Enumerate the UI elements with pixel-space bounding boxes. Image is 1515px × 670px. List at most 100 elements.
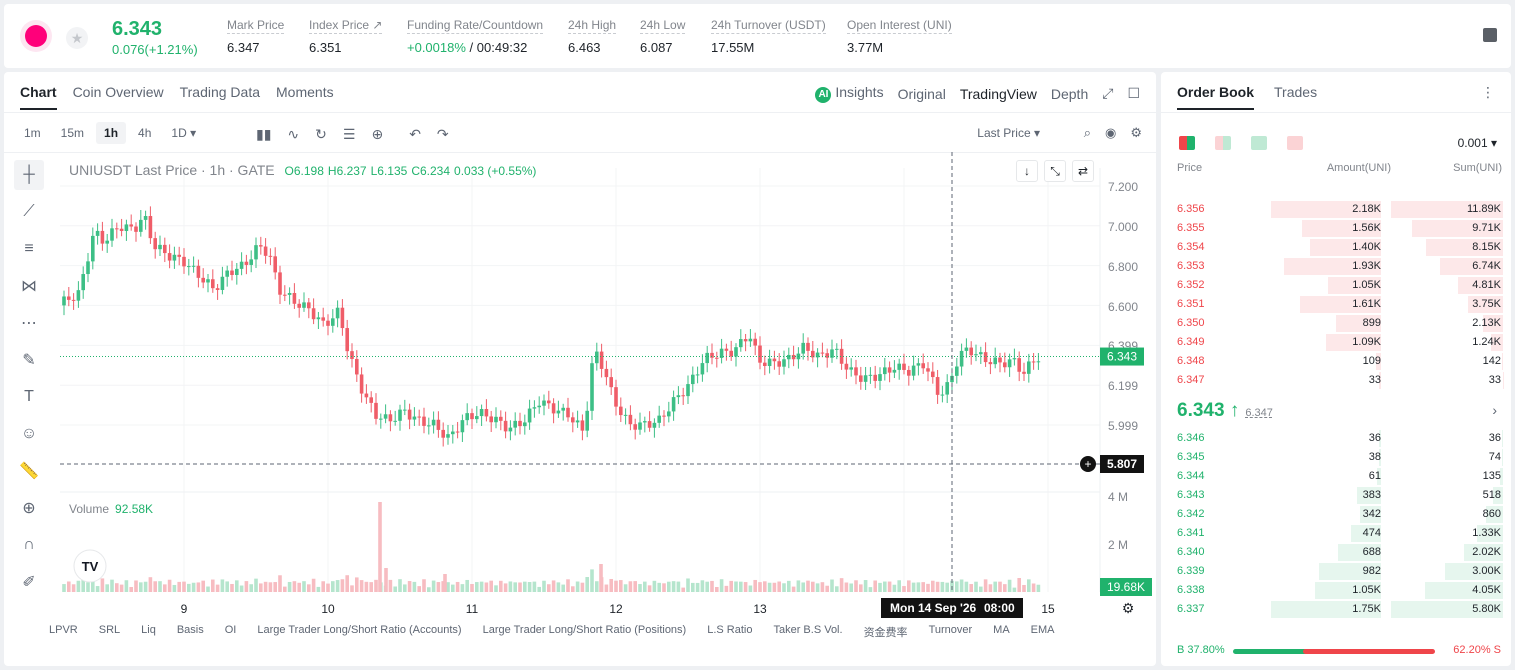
tf-1d[interactable]: 1D ▾ bbox=[171, 126, 197, 140]
ask-row[interactable]: 6.356 2.18K 11.89K bbox=[1169, 200, 1503, 219]
volume-bar bbox=[979, 586, 983, 592]
candle bbox=[489, 416, 493, 423]
crosshair-icon[interactable]: ┼ bbox=[14, 160, 44, 190]
templates-icon[interactable]: ☰ bbox=[342, 126, 356, 142]
camera-icon[interactable]: ◉ bbox=[1105, 125, 1117, 140]
indicator-tab[interactable]: L.S Ratio bbox=[707, 624, 753, 636]
indicators-icon[interactable]: ∿ bbox=[287, 126, 300, 142]
tab-depth[interactable]: Depth bbox=[1050, 85, 1089, 102]
tf-4h[interactable]: 4h bbox=[138, 126, 152, 140]
indicator-tab[interactable]: Turnover bbox=[928, 624, 973, 636]
bid-row[interactable]: 6.343 383 518 bbox=[1169, 486, 1503, 505]
tab-original[interactable]: Original bbox=[897, 85, 946, 102]
tf-15m[interactable]: 15m bbox=[60, 126, 85, 140]
bid-row[interactable]: 6.342 342 860 bbox=[1169, 505, 1503, 524]
index-price-stat[interactable]: Index Price ↗ 6.351 bbox=[309, 18, 383, 55]
magnet-icon[interactable]: ∩ bbox=[23, 536, 35, 553]
add-icon[interactable]: ⊕ bbox=[371, 126, 384, 142]
candle-type-icon[interactable]: ▮▮ bbox=[256, 126, 272, 142]
download-icon[interactable]: ↓ bbox=[1016, 160, 1038, 182]
ask-row[interactable]: 6.354 1.40K 8.15K bbox=[1169, 238, 1503, 257]
favorite-star-icon[interactable]: ★ bbox=[66, 27, 88, 49]
layout-bids-icon[interactable] bbox=[1251, 136, 1267, 150]
mark-price-stat[interactable]: Mark Price 6.347 bbox=[227, 18, 285, 55]
tf-1m[interactable]: 1m bbox=[24, 126, 41, 140]
indicator-tab[interactable]: Liq bbox=[141, 624, 156, 636]
volume-bar bbox=[647, 585, 652, 592]
precision-select[interactable]: 0.001 ▾ bbox=[1457, 136, 1497, 150]
search-icon[interactable]: ⌕ bbox=[1083, 125, 1091, 140]
tab-coin-overview[interactable]: Coin Overview bbox=[72, 84, 164, 100]
pencil-lock-icon[interactable]: ✐ bbox=[22, 574, 36, 591]
candle bbox=[287, 292, 292, 295]
expand-icon[interactable]: ⤢ bbox=[1102, 85, 1114, 101]
indicator-tab[interactable]: Large Trader Long/Short Ratio (Accounts) bbox=[257, 624, 462, 636]
gear-icon[interactable]: ⚙ bbox=[1130, 125, 1142, 140]
indicator-tab[interactable]: MA bbox=[993, 624, 1010, 636]
ask-row[interactable]: 6.351 1.61K 3.75K bbox=[1169, 295, 1503, 314]
candle bbox=[100, 230, 105, 244]
add-alert-icon[interactable] bbox=[1080, 456, 1096, 472]
indicator-tab[interactable]: Taker B.S Vol. bbox=[773, 624, 843, 636]
fib-icon[interactable]: ≡ bbox=[24, 240, 34, 257]
ask-row[interactable]: 6.349 1.09K 1.24K bbox=[1169, 333, 1503, 352]
y-tick-label: 6.199 bbox=[1108, 379, 1138, 393]
indicator-tab[interactable]: OI bbox=[224, 624, 237, 636]
ask-row[interactable]: 6.355 1.56K 9.71K bbox=[1169, 219, 1503, 238]
amount-cell: 61 bbox=[1368, 470, 1381, 482]
redo-icon[interactable]: ↷ bbox=[436, 126, 449, 142]
more-icon[interactable]: ⋮ bbox=[1481, 84, 1495, 100]
swap-icon[interactable]: ⇄ bbox=[1072, 160, 1094, 182]
settings-gear-icon[interactable]: ⚙ bbox=[1122, 600, 1135, 616]
brush-icon[interactable]: ✎ bbox=[22, 352, 36, 369]
bid-row[interactable]: 6.341 474 1.33K bbox=[1169, 524, 1503, 543]
book-icon[interactable] bbox=[1483, 28, 1497, 42]
zoom-in-icon[interactable]: ⊕ bbox=[22, 500, 36, 517]
text-tool-icon[interactable]: T bbox=[24, 388, 34, 405]
bid-row[interactable]: 6.340 688 2.02K bbox=[1169, 543, 1503, 562]
indicator-tab[interactable]: SRL bbox=[98, 624, 121, 636]
funding-rate-stat[interactable]: Funding Rate/Countdown +0.0018% / 00:49:3… bbox=[407, 18, 544, 55]
bid-row[interactable]: 6.337 1.75K 5.80K bbox=[1169, 600, 1503, 619]
trendline-icon[interactable]: ⟋ bbox=[23, 203, 35, 220]
layout-asks-icon[interactable] bbox=[1287, 136, 1303, 150]
indicator-tab[interactable]: LPVR bbox=[49, 624, 78, 636]
tf-1h[interactable]: 1h bbox=[96, 122, 127, 144]
bid-row[interactable]: 6.344 61 135 bbox=[1169, 467, 1503, 486]
candle bbox=[931, 371, 935, 378]
ruler-icon[interactable]: 📏 bbox=[19, 463, 39, 480]
price-source-select[interactable]: Last Price ▾ bbox=[977, 126, 1040, 140]
amount-cell: 474 bbox=[1362, 527, 1381, 539]
chevron-right-icon[interactable]: › bbox=[1492, 402, 1497, 418]
bid-row[interactable]: 6.338 1.05K 4.05K bbox=[1169, 581, 1503, 600]
ask-row[interactable]: 6.348 109 142 bbox=[1169, 352, 1503, 371]
reset-icon[interactable]: ↻ bbox=[315, 126, 327, 142]
measure-lines-icon[interactable]: ⋯ bbox=[21, 315, 37, 332]
tab-trading-data[interactable]: Trading Data bbox=[179, 84, 261, 100]
undo-icon[interactable]: ↶ bbox=[409, 126, 421, 142]
ask-row[interactable]: 6.353 1.93K 6.74K bbox=[1169, 257, 1503, 276]
ask-row[interactable]: 6.347 33 33 bbox=[1169, 371, 1503, 390]
ask-row[interactable]: 6.350 899 2.13K bbox=[1169, 314, 1503, 333]
ask-row[interactable]: 6.352 1.05K 4.81K bbox=[1169, 276, 1503, 295]
insights-button[interactable]: AI Insights bbox=[815, 84, 884, 103]
indicator-tab[interactable]: 资金费率 bbox=[863, 627, 908, 639]
tab-trades[interactable]: Trades bbox=[1274, 84, 1318, 100]
layout-split-icon[interactable] bbox=[1215, 136, 1231, 150]
tab-order-book[interactable]: Order Book bbox=[1177, 84, 1255, 110]
window-icon[interactable]: ☐ bbox=[1127, 85, 1140, 101]
collapse-icon[interactable]: ⤡ bbox=[1044, 160, 1066, 182]
emoji-icon[interactable]: ☺ bbox=[20, 425, 38, 442]
tab-moments[interactable]: Moments bbox=[276, 84, 334, 100]
bid-row[interactable]: 6.346 36 36 bbox=[1169, 429, 1503, 448]
indicator-tab[interactable]: EMA bbox=[1030, 624, 1055, 636]
bid-row[interactable]: 6.339 982 3.00K bbox=[1169, 562, 1503, 581]
tab-chart[interactable]: Chart bbox=[20, 84, 57, 110]
layout-both-icon[interactable] bbox=[1179, 136, 1195, 150]
indicator-tab[interactable]: Large Trader Long/Short Ratio (Positions… bbox=[482, 624, 687, 636]
pattern-icon[interactable]: ⋈ bbox=[21, 278, 37, 295]
bid-row[interactable]: 6.345 38 74 bbox=[1169, 448, 1503, 467]
tab-tradingview[interactable]: TradingView bbox=[959, 85, 1037, 102]
indicator-tab[interactable]: Basis bbox=[176, 624, 204, 636]
